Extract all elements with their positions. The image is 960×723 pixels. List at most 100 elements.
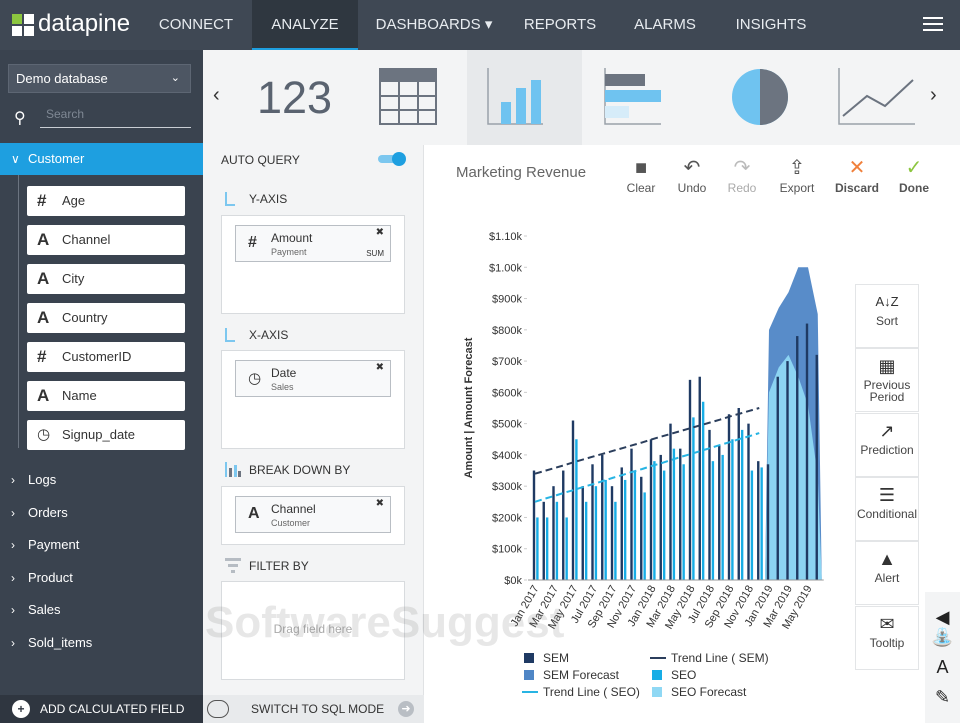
tool-button[interactable]: ▦ Previous Period xyxy=(855,348,919,413)
y-tick-label: $400k xyxy=(492,450,522,462)
table-item[interactable]: › Logs xyxy=(11,472,57,487)
field-item[interactable]: # Age xyxy=(27,186,185,216)
toolbar-button[interactable]: ↷ Redo xyxy=(714,155,770,195)
trend-line xyxy=(534,432,760,503)
tool-label: Conditional xyxy=(856,506,918,521)
field-item[interactable]: ◷ Signup_date xyxy=(27,420,185,450)
filter-drop[interactable]: Drag field here xyxy=(221,581,405,680)
field-source: Customer xyxy=(271,518,311,528)
tool-button[interactable]: A↓Z Sort xyxy=(855,284,919,348)
nav-item[interactable]: ANALYZE xyxy=(252,0,358,50)
toolbar-button[interactable]: ⇪ Export xyxy=(769,155,825,195)
tool-button[interactable]: ☰ Conditional xyxy=(855,476,919,541)
bar xyxy=(659,454,662,580)
bar xyxy=(601,454,604,580)
filter-icon xyxy=(225,558,241,573)
field-item[interactable]: A Channel xyxy=(27,225,185,255)
nav-label: CONNECT xyxy=(158,16,234,33)
bar xyxy=(643,492,646,580)
table-item[interactable]: › Sold_items xyxy=(11,634,93,650)
bar xyxy=(571,420,575,580)
nav-item[interactable]: REPORTS xyxy=(517,0,603,50)
tool-button[interactable]: ↗ Prediction xyxy=(855,412,919,477)
nav-item[interactable]: ALARMS xyxy=(624,0,706,50)
nav-item[interactable]: CONNECT xyxy=(151,0,241,50)
x-axis-field[interactable]: ◷ Date Sales ✖ xyxy=(235,360,391,397)
bar xyxy=(711,461,715,580)
table-item[interactable]: ∨ Customer xyxy=(0,143,203,175)
bar xyxy=(698,376,701,580)
auto-query-toggle[interactable] xyxy=(378,152,406,166)
bar xyxy=(737,408,740,580)
break-down-title: BREAK DOWN BY xyxy=(249,463,351,477)
field-icon: A xyxy=(37,269,50,288)
next-arrow[interactable]: › xyxy=(930,84,937,106)
logo: datapine xyxy=(38,10,131,37)
table-name: Sold_items xyxy=(28,634,93,650)
bar xyxy=(796,336,799,580)
database-name: Demo database xyxy=(16,71,108,86)
search-input[interactable]: Search xyxy=(40,107,191,128)
line-icon[interactable] xyxy=(838,68,915,125)
watermark: SoftwareSuggest xyxy=(205,598,565,647)
legend-label: SEM Forecast xyxy=(543,668,620,682)
bar xyxy=(594,486,598,580)
tool-button[interactable]: ✉ Tooltip xyxy=(855,605,919,670)
y-tick-label: $900k xyxy=(492,294,522,306)
field-item[interactable]: A Country xyxy=(27,303,185,333)
add-field-button[interactable]: + ADD CALCULATED FIELD xyxy=(0,695,203,723)
bar xyxy=(662,470,666,580)
field-name: Age xyxy=(62,193,86,208)
nav-item[interactable]: DASHBOARDS ▾ xyxy=(375,16,493,33)
field-icon: A xyxy=(37,230,50,249)
legend-label: Trend Line ( SEM) xyxy=(671,651,769,665)
pie-icon[interactable] xyxy=(732,69,788,125)
toolbar-label: Redo xyxy=(727,181,757,195)
field-name: Date xyxy=(271,366,297,380)
bar xyxy=(760,467,763,580)
toolbar-button[interactable]: ✕ Discard xyxy=(829,155,885,195)
bar xyxy=(747,423,750,580)
bar xyxy=(805,323,809,580)
y-tick-label: $300k xyxy=(492,481,522,493)
table-item[interactable]: › Sales xyxy=(11,602,61,617)
table-icon[interactable] xyxy=(379,68,437,125)
field-name: Country xyxy=(62,310,108,325)
table-item[interactable]: › Payment xyxy=(11,537,80,552)
nav-label: REPORTS xyxy=(523,16,597,33)
nav-item[interactable]: INSIGHTS xyxy=(726,0,816,50)
bar xyxy=(545,517,549,580)
hbar-icon[interactable] xyxy=(604,68,661,125)
field-item[interactable]: # CustomerID xyxy=(27,342,185,372)
table-name: Product xyxy=(28,569,73,585)
toolbar-button[interactable]: ✓ Done xyxy=(886,155,942,195)
bar xyxy=(532,470,536,580)
toolbar-button[interactable]: ■ Clear xyxy=(613,155,669,195)
chart-type-strip: ‹ 123 › xyxy=(203,50,960,145)
table-item[interactable]: › Orders xyxy=(11,504,68,520)
field-item[interactable]: A City xyxy=(27,264,185,294)
field-name: City xyxy=(62,271,85,286)
sql-mode-button[interactable]: SWITCH TO SQL MODE ➜ xyxy=(203,695,424,723)
table-name: Logs xyxy=(28,472,57,487)
prev-arrow[interactable]: ‹ xyxy=(213,84,220,106)
field-source: Sales xyxy=(271,382,294,392)
y-axis-field[interactable]: # Amount Payment ✖ SUM xyxy=(235,225,391,262)
filter-title: FILTER BY xyxy=(249,559,309,573)
legend-swatch xyxy=(524,653,534,663)
y-tick-label: $1.10k xyxy=(489,231,523,243)
database-select[interactable]: Demo database ⌄ xyxy=(8,64,191,93)
toolbar-button[interactable]: ↶ Undo xyxy=(664,155,720,195)
toolbar-label: Undo xyxy=(677,181,707,195)
tool-button[interactable]: ▲ Alert xyxy=(855,541,919,606)
table-item[interactable]: › Product xyxy=(11,569,73,585)
legend-swatch xyxy=(652,687,662,697)
bar xyxy=(701,401,705,580)
number-type[interactable]: 123 xyxy=(257,72,333,123)
field-item[interactable]: A Name xyxy=(27,381,185,411)
menu-button[interactable] xyxy=(923,17,943,31)
y-tick-label: $500k xyxy=(492,419,522,431)
bar-icon[interactable] xyxy=(487,68,543,125)
bar xyxy=(740,429,744,580)
break-down-field[interactable]: A Channel Customer ✖ xyxy=(235,496,391,533)
